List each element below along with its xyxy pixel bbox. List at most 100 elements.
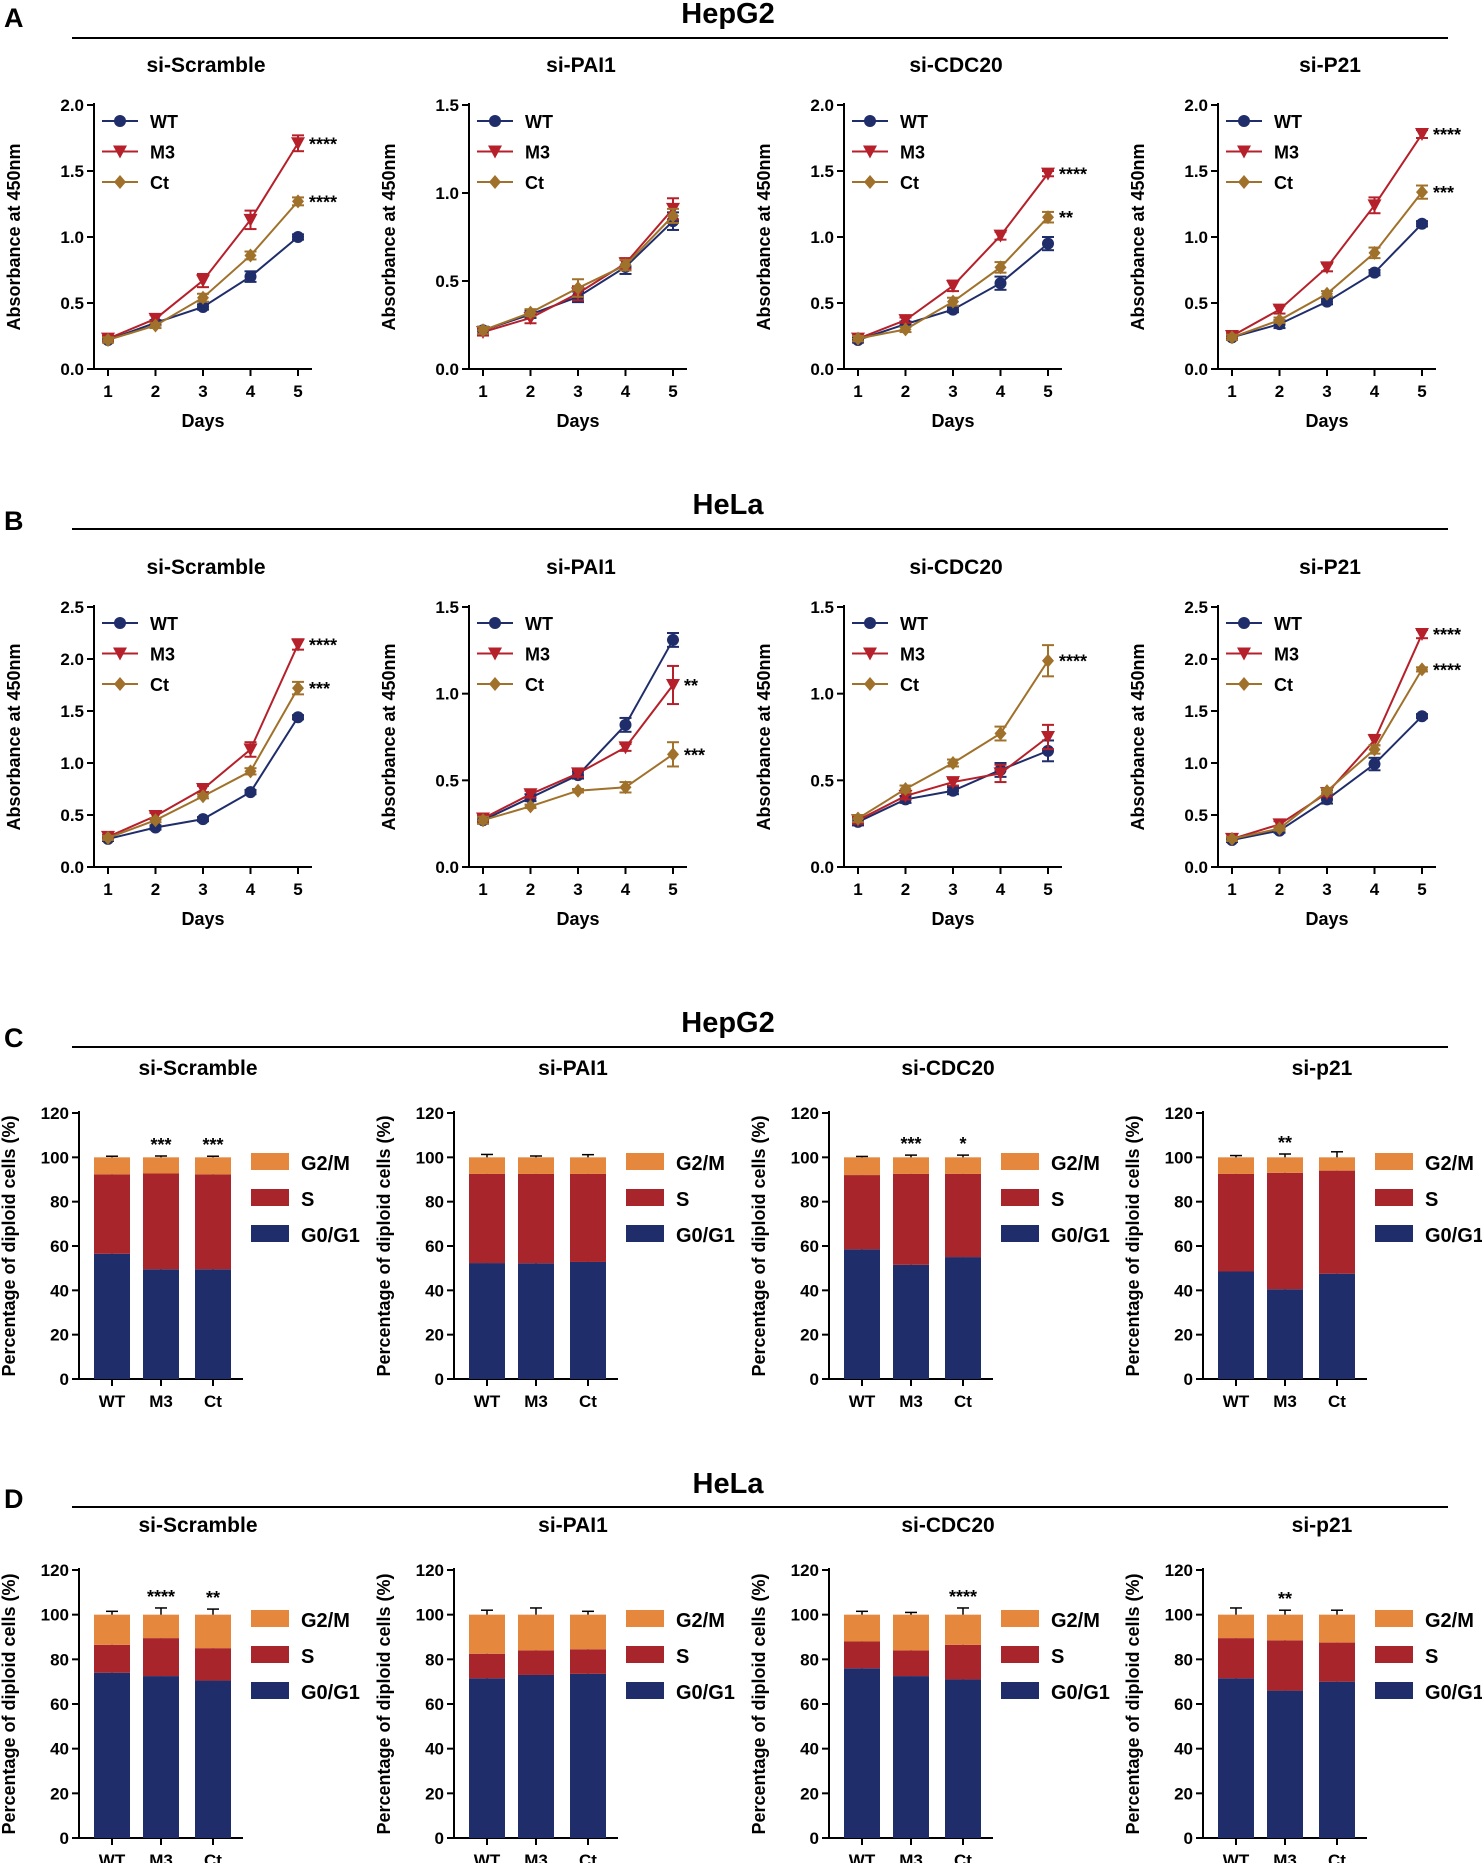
panel-title: si-PAI1 [538,1057,608,1080]
bar-segment-g2m [469,1157,505,1174]
data-point [1226,330,1238,345]
y-axis-label: Percentage of diploid cells (%) [374,1573,394,1834]
legend-label: S [301,1646,314,1668]
y-tick-label: 20 [50,1326,69,1345]
panel-title: si-PAI1 [546,54,616,77]
legend-swatch [1375,1646,1413,1663]
legend-item-s: S [1001,1189,1064,1211]
legend-marker [114,677,126,691]
x-tick-label: M3 [1273,1392,1297,1411]
legend-item-g2m: G2/M [1001,1153,1100,1175]
x-tick-label: 4 [996,382,1006,401]
y-tick-label: 1.0 [1184,228,1208,247]
bar-chart: si-CDC20 0 20 40 60 80 100 120 Percentage of dip… [749,1514,1110,1863]
bar-segment-g0g1 [945,1257,981,1379]
x-tick-label: 5 [668,880,677,899]
y-tick-label: 60 [425,1237,444,1256]
y-tick-label: 40 [800,1740,819,1759]
y-axis-label: Absorbance at 450nm [379,143,399,330]
y-tick-label: 0 [810,1829,819,1848]
legend-label: S [676,1189,689,1211]
y-tick-label: 20 [50,1784,69,1803]
y-tick-label: 1.5 [435,598,459,617]
legend-item-s: S [626,1646,689,1668]
data-point [524,799,537,814]
legend-item-s: S [251,1646,314,1668]
legend-label: G2/M [1051,1610,1100,1632]
bar-chart: si-PAI1 0 20 40 60 80 100 120 Percentage of dipl… [374,1057,735,1411]
y-tick-label: 1.5 [1184,702,1208,721]
legend-item-ct: Ct [102,173,169,193]
data-point [102,332,114,347]
series-wt [1226,217,1428,344]
panel-title: si-p21 [1292,1514,1353,1537]
panel-title: si-Scramble [146,556,265,579]
series-ct: *** [477,741,705,828]
panel-title: si-CDC20 [909,54,1002,77]
bar-segment-s [1319,1170,1355,1274]
data-point [243,213,258,227]
panel-title: si-PAI1 [546,556,616,579]
y-axis-label: Absorbance at 450nm [4,643,24,830]
legend-swatch [1375,1189,1413,1206]
x-axis-label: Days [556,909,599,929]
x-tick-label: M3 [524,1392,548,1411]
y-tick-label: 100 [1165,1606,1193,1625]
bar-segment-g0g1 [945,1679,981,1838]
legend-label: Ct [150,675,169,695]
data-point [1367,199,1382,213]
x-tick-label: 5 [1043,880,1052,899]
bar-segment-g0g1 [1267,1690,1303,1838]
legend-label: G2/M [1051,1153,1100,1175]
bar-segment-g0g1 [469,1263,505,1379]
bar-segment-s [1267,1640,1303,1691]
bar-chart: si-p21 0 20 40 60 80 100 120 Percentage of diplo… [1123,1514,1482,1863]
x-tick-label: WT [1223,1851,1250,1863]
x-tick-label: 2 [1275,880,1284,899]
legend-marker [113,145,127,159]
x-tick-label: 3 [948,382,957,401]
legend-label: WT [900,112,928,132]
y-tick-label: 0.5 [60,806,84,825]
bar-segment-s [143,1638,179,1677]
legend-item-wt: WT [477,112,553,132]
legend-label: M3 [150,645,175,665]
bar-segment-s [94,1644,130,1673]
section-title: HepG2 [681,1007,774,1039]
legend-marker [113,647,127,661]
data-point [1415,628,1429,642]
data-point [524,305,537,320]
bar-segment-g0g1 [94,1253,130,1379]
data-point [667,747,679,762]
x-axis-label: Days [1305,411,1348,431]
legend-label: Ct [900,173,919,193]
legend-label: WT [150,112,178,132]
bar-segment-g0g1 [1267,1289,1303,1379]
data-point [994,260,1007,275]
legend-label: Ct [1274,173,1293,193]
legend-label: G0/G1 [301,1682,360,1704]
significance-label: **** [949,1587,977,1607]
y-tick-label: 0 [435,1370,444,1389]
legend-label: M3 [525,645,550,665]
legend-item-m3: M3 [1226,645,1299,665]
x-tick-label: WT [474,1392,501,1411]
panel-title: si-Scramble [138,1514,257,1537]
legend-swatch [1375,1153,1413,1170]
y-tick-label: 20 [425,1784,444,1803]
y-tick-label: 20 [800,1784,819,1803]
panel-title: si-CDC20 [901,1514,994,1537]
x-tick-label: 4 [246,880,256,899]
legend-item-g2m: G2/M [251,1610,350,1632]
data-point [1368,742,1381,757]
legend-item-m3: M3 [477,645,550,665]
legend-marker [488,145,502,159]
y-tick-label: 40 [1174,1740,1193,1759]
data-point [852,811,864,826]
x-tick-label: WT [99,1392,126,1411]
legend-item-s: S [1375,1646,1438,1668]
y-tick-label: 120 [41,1561,69,1580]
y-tick-label: 120 [41,1104,69,1123]
legend-label: M3 [900,645,925,665]
significance-label: **** [309,635,337,655]
